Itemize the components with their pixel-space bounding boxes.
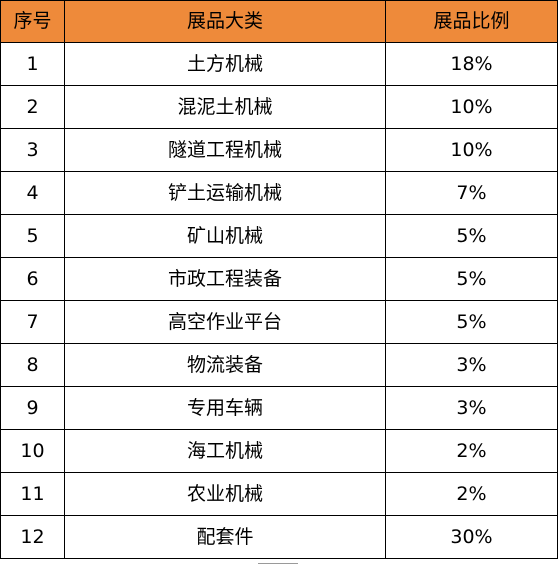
table-row: 1 土方机械 18% [0,42,558,86]
header-serial-number: 序号 [0,0,65,43]
ratio-cell: 3% [385,343,558,387]
category-cell: 混泥土机械 [64,85,386,129]
ratio-cell: 30% [385,515,558,559]
serial-number-cell: 12 [0,515,65,559]
serial-number-cell: 8 [0,343,65,387]
table-row: 2 混泥土机械 10% [0,85,558,129]
category-cell: 矿山机械 [64,214,386,258]
serial-number-cell: 1 [0,42,65,86]
serial-number-cell: 2 [0,85,65,129]
ratio-cell: 3% [385,386,558,430]
ratio-cell: 5% [385,257,558,301]
table-row: 9 专用车辆 3% [0,386,558,430]
category-cell: 物流装备 [64,343,386,387]
ratio-cell: 5% [385,214,558,258]
serial-number-cell: 9 [0,386,65,430]
header-exhibit-category: 展品大类 [64,0,386,43]
category-cell: 铲土运输机械 [64,171,386,215]
table-row: 8 物流装备 3% [0,343,558,387]
ratio-cell: 10% [385,85,558,129]
ratio-cell: 18% [385,42,558,86]
table-row: 5 矿山机械 5% [0,214,558,258]
category-cell: 市政工程装备 [64,257,386,301]
ratio-cell: 2% [385,429,558,473]
header-row: 序号 展品大类 展品比例 [0,0,558,43]
category-cell: 土方机械 [64,42,386,86]
serial-number-cell: 7 [0,300,65,344]
serial-number-cell: 4 [0,171,65,215]
table-row: 11 农业机械 2% [0,472,558,516]
ratio-cell: 5% [385,300,558,344]
ratio-cell: 2% [385,472,558,516]
category-cell: 海工机械 [64,429,386,473]
table-row: 6 市政工程装备 5% [0,257,558,301]
table-row: 4 铲土运输机械 7% [0,171,558,215]
table-row: 7 高空作业平台 5% [0,300,558,344]
category-cell: 专用车辆 [64,386,386,430]
serial-number-cell: 11 [0,472,65,516]
table-row: 10 海工机械 2% [0,429,558,473]
serial-number-cell: 6 [0,257,65,301]
serial-number-cell: 10 [0,429,65,473]
category-cell: 配套件 [64,515,386,559]
ratio-cell: 7% [385,171,558,215]
header-exhibit-ratio: 展品比例 [385,0,558,43]
serial-number-cell: 5 [0,214,65,258]
table-row: 3 隧道工程机械 10% [0,128,558,172]
table-row: 12 配套件 30% [0,515,558,559]
category-cell: 隧道工程机械 [64,128,386,172]
category-cell: 农业机械 [64,472,386,516]
table-header: 序号 展品大类 展品比例 [0,0,558,43]
serial-number-cell: 3 [0,128,65,172]
category-cell: 高空作业平台 [64,300,386,344]
bottom-divider [258,563,298,564]
ratio-cell: 10% [385,128,558,172]
table-body: 1 土方机械 18% 2 混泥土机械 10% 3 隧道工程机械 10% 4 铲土… [0,42,558,559]
